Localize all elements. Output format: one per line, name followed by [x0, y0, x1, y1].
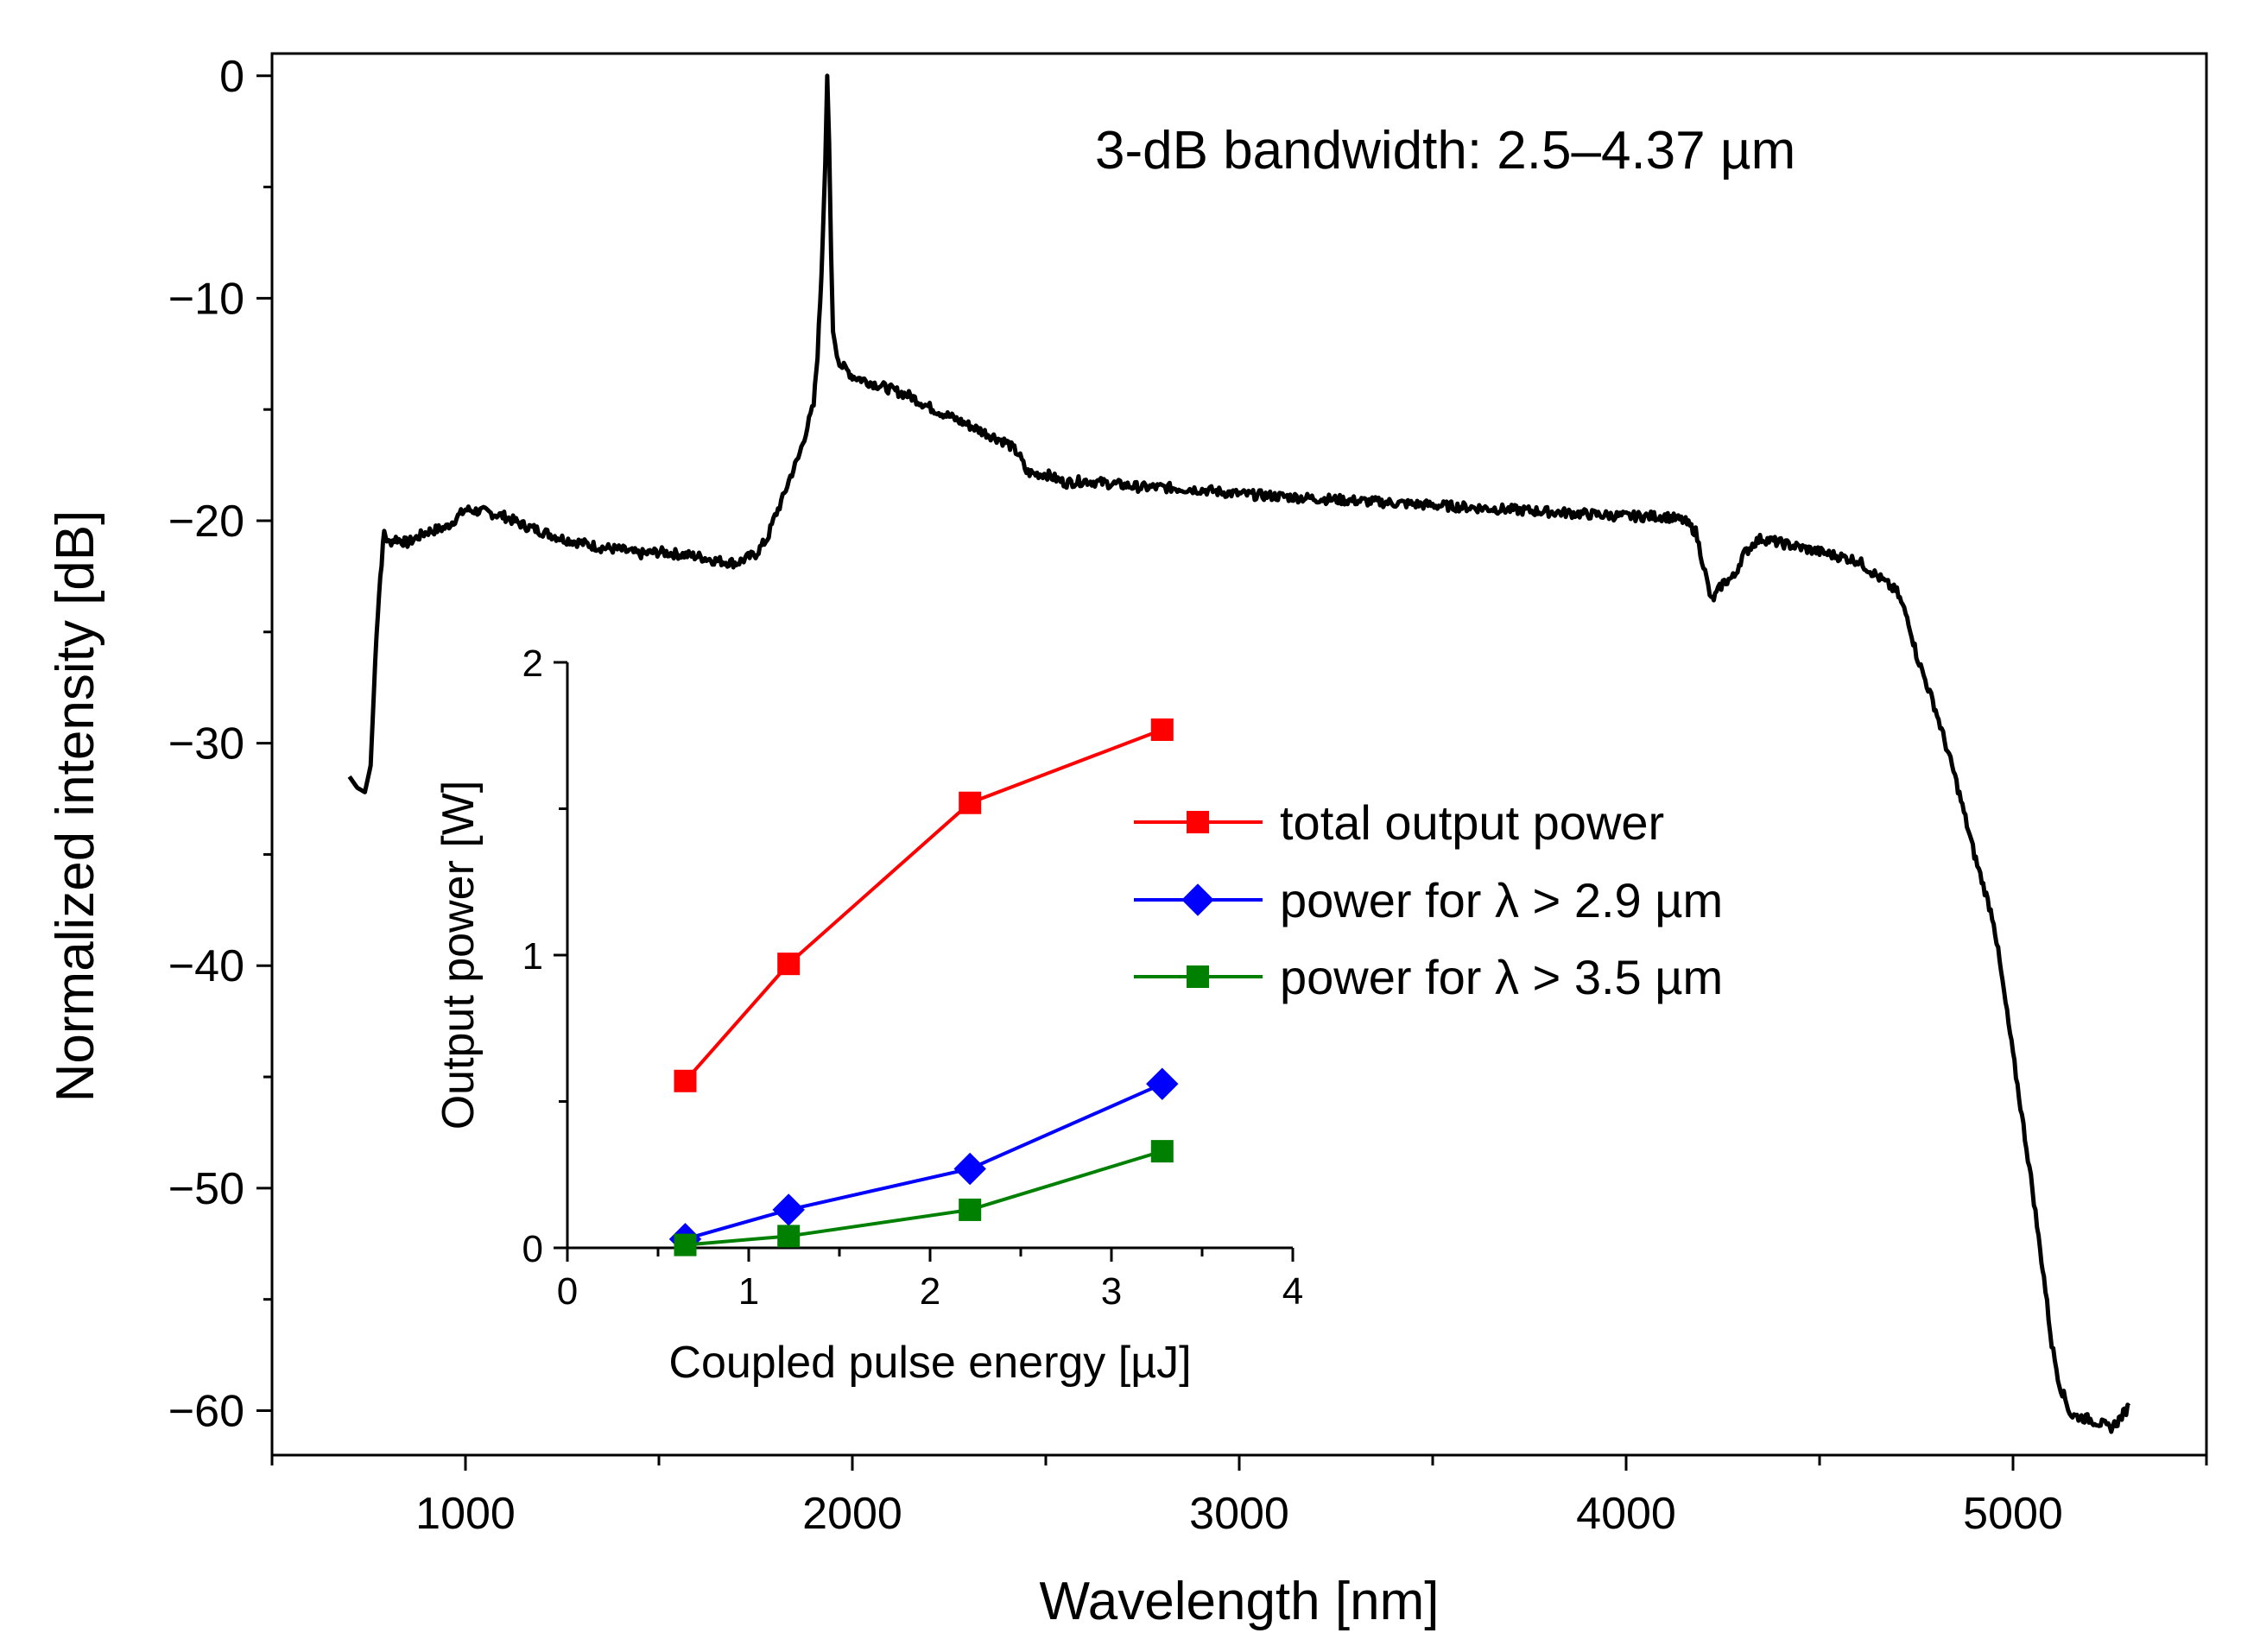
inset-data-point-series-1 [959, 791, 982, 814]
main-y-tick-label: −30 [168, 719, 244, 769]
inset-series-line-1 [684, 728, 1163, 1083]
inset-data-point-series-3 [959, 1198, 982, 1221]
inset-y-tick-label: 1 [522, 935, 543, 978]
main-chart: 1000 2000 3000 4000 5000 0 −10 −20 −30 −40 −50 −60 W… [46, 52, 2208, 1631]
main-y-tick-label: 0 [219, 52, 244, 102]
main-y-tick-label: −40 [168, 941, 244, 991]
legend-swatch-marker [1187, 965, 1209, 988]
inset-data-point-series-2 [1146, 1067, 1179, 1100]
main-x-tick-label: 2000 [802, 1489, 902, 1539]
legend-label: power for λ > 3.5 µm [1280, 950, 1723, 1004]
inset-x-tick-label: 1 [738, 1270, 759, 1313]
inset-data-point-series-2 [953, 1152, 986, 1186]
main-y-axis-title: Normalized intensity [dB] [46, 510, 105, 1103]
bandwidth-annotation: 3-dB bandwidth: 2.5–4.37 µm [1095, 121, 1795, 180]
inset-y-tick-label: 0 [522, 1228, 543, 1270]
inset-x-tick-label: 2 [920, 1270, 940, 1313]
main-x-tick-label: 1000 [415, 1489, 516, 1539]
inset-x-tick-label: 3 [1101, 1270, 1122, 1313]
main-x-axis-title: Wavelength [nm] [1040, 1572, 1440, 1631]
inset-data-point-series-1 [1150, 718, 1174, 741]
inset-y-axis-title: Output power [W] [434, 781, 484, 1130]
inset-data-point-series-3 [674, 1233, 697, 1256]
legend-label: total output power [1280, 795, 1664, 850]
inset-series-line-3 [685, 1149, 1163, 1247]
inset-data-point-series-3 [1150, 1140, 1174, 1163]
inset-x-tick-label: 4 [1282, 1270, 1303, 1313]
legend-swatch-marker [1181, 883, 1214, 916]
inset-series-line-2 [684, 1082, 1163, 1241]
main-x-tick-label: 3000 [1189, 1489, 1289, 1539]
legend-label: power for λ > 2.9 µm [1280, 873, 1723, 927]
main-x-tick-label: 4000 [1576, 1489, 1676, 1539]
inset-chart: 0 1 2 3 4 0 1 2 Coupled pulse energy [µJ] Output … [434, 642, 1723, 1395]
inset-y-tick-label: 2 [522, 642, 543, 685]
inset-data-point-series-2 [772, 1193, 805, 1226]
main-y-tick-label: −10 [168, 274, 244, 324]
inset-data-point-series-1 [777, 953, 801, 976]
main-y-tick-label: −20 [168, 497, 244, 547]
inset-data-point-series-3 [777, 1225, 801, 1248]
legend-swatch-marker [1187, 811, 1209, 833]
inset-x-tick-label: 0 [557, 1270, 578, 1313]
main-x-tick-label: 5000 [1963, 1489, 2063, 1539]
main-y-tick-label: −60 [168, 1386, 244, 1436]
inset-data-point-series-1 [674, 1069, 697, 1092]
inset-x-axis-title: Coupled pulse energy [µJ] [668, 1338, 1191, 1388]
inset-background [510, 643, 1373, 1395]
main-y-tick-label: −50 [168, 1164, 244, 1214]
spectrum-line [347, 73, 2131, 1434]
